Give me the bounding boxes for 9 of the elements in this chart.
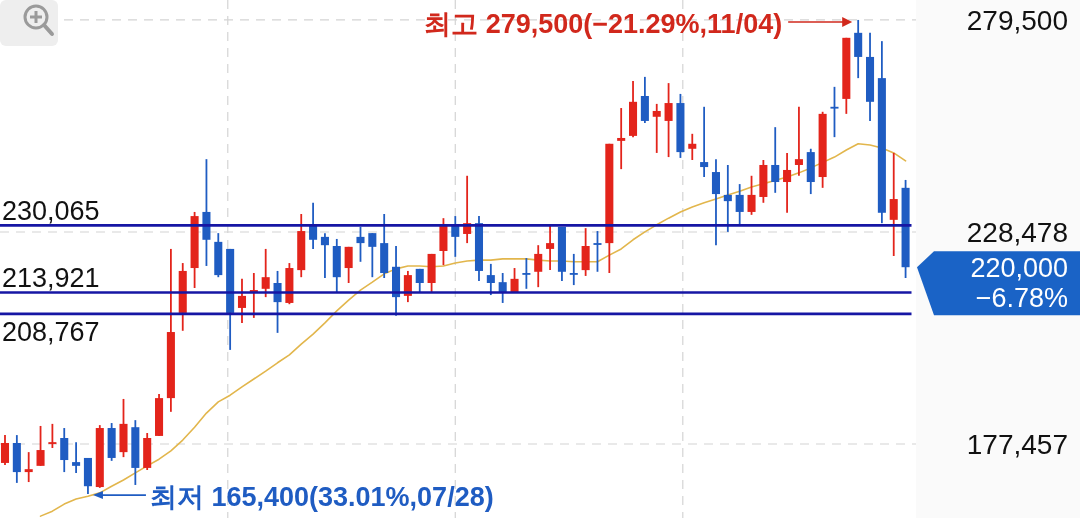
- annotation: 최고 279,500(−21.29%,11/04): [424, 8, 783, 39]
- annotation: 최저 165,400(33.01%,07/28): [149, 482, 494, 513]
- y-tick-label: 279,500: [966, 4, 1068, 36]
- text: 220,000 −6.78%: [970, 253, 1068, 314]
- ref-line-label: 230,065: [2, 196, 100, 227]
- ref-line-label: 208,767: [2, 316, 100, 347]
- y-tick-label: 228,478: [966, 216, 1068, 248]
- y-tick-label: 177,457: [966, 429, 1068, 460]
- ref-line-label: 213,921: [2, 263, 100, 294]
